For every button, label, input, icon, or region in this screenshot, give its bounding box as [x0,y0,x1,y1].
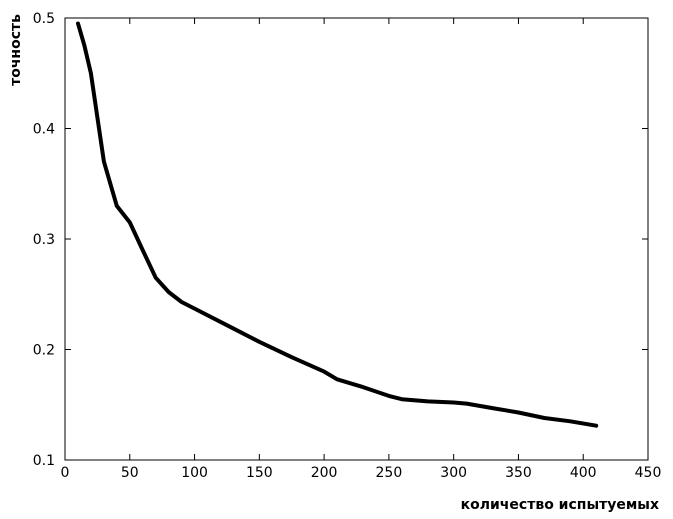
x-tick-label: 150 [246,465,273,481]
y-tick-label: 0.2 [33,343,55,359]
x-tick-label: 300 [440,465,467,481]
x-axis-ticks: 0 50 100 150 200 250 300 350 400 450 [61,18,662,481]
y-tick-label: 0.1 [33,453,55,469]
x-tick-label: 450 [635,465,662,481]
x-tick-label: 350 [505,465,532,481]
x-tick-label: 200 [311,465,338,481]
series-layer [76,21,599,428]
x-tick-label: 50 [121,465,139,481]
x-tick-label: 0 [61,465,70,481]
x-axis-title: количество испытуемых [461,497,659,513]
y-tick-label: 0.4 [33,122,55,138]
y-axis-title: точность [8,14,24,86]
x-tick-label: 400 [570,465,597,481]
series-line [76,21,599,428]
y-axis-ticks: 0.1 0.2 0.3 0.4 0.5 [33,11,648,469]
plot-frame [64,17,649,461]
x-tick-label: 100 [181,465,208,481]
x-tick-label: 250 [376,465,403,481]
y-tick-label: 0.3 [33,232,55,248]
y-tick-label: 0.5 [33,11,55,27]
